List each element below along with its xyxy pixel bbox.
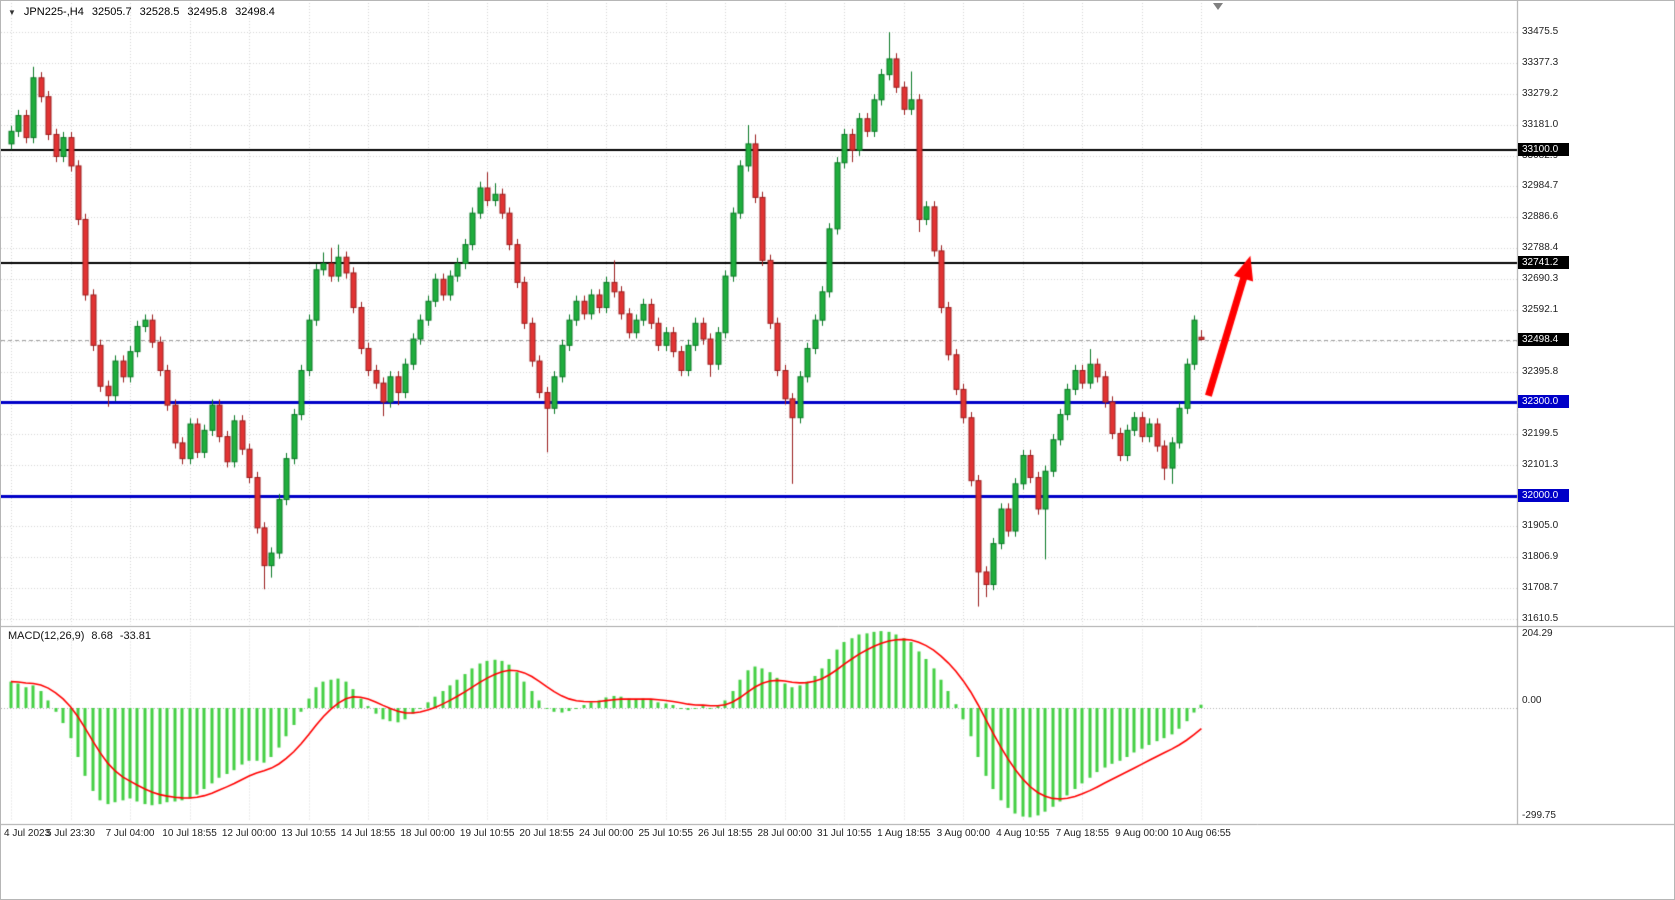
price-tick-label: 32690.3 <box>1522 273 1559 285</box>
price-tick-label: 32101.3 <box>1522 458 1559 470</box>
time-tick-label: 24 Jul 00:00 <box>578 828 634 839</box>
current-price-badge: 32498.4 <box>1518 332 1569 346</box>
macd-tick-label: -299.75 <box>1522 809 1556 821</box>
macd-tick-label: 0.00 <box>1522 695 1542 706</box>
price-tick-label: 32199.5 <box>1522 427 1559 439</box>
time-tick-label: 5 Jul 23:30 <box>46 828 95 839</box>
quote-high: 32528.5 <box>139 6 180 18</box>
price-tick-label: 32984.7 <box>1522 180 1559 192</box>
price-tick-label: 31905.0 <box>1522 520 1559 532</box>
chart-shift-marker[interactable] <box>1213 3 1223 10</box>
price-tick-label: 31708.7 <box>1522 582 1559 594</box>
time-tick-label: 12 Jul 00:00 <box>221 828 277 839</box>
price-tick-label: 31806.9 <box>1522 551 1559 563</box>
time-tick-label: 7 Aug 18:55 <box>1055 828 1110 839</box>
time-tick-label: 4 Jul 2023 <box>4 828 51 839</box>
quote-low: 32495.8 <box>187 6 228 18</box>
price-tick-label: 33475.5 <box>1522 26 1559 37</box>
time-tick-label: 31 Jul 10:55 <box>817 828 872 839</box>
price-line-badge: 32300.0 <box>1518 394 1569 408</box>
macd-main-value: 8.68 <box>91 630 113 642</box>
time-tick-label: 19 Jul 10:55 <box>459 828 515 839</box>
time-tick-label: 28 Jul 00:00 <box>757 828 813 839</box>
time-tick-label: 9 Aug 00:00 <box>1115 828 1169 839</box>
price-line-badge: 33100.0 <box>1518 143 1569 157</box>
quote-open: 32505.7 <box>91 6 132 18</box>
price-tick-label: 32788.4 <box>1522 242 1559 254</box>
time-tick-label: 4 Aug 10:55 <box>996 828 1050 839</box>
price-tick-label: 32886.6 <box>1522 211 1559 223</box>
macd-indicator-label: MACD(12,26,9) 8.68 -33.81 <box>8 630 151 642</box>
symbol-period: JPN225-,H4 <box>23 6 84 18</box>
price-tick-label: 33377.3 <box>1522 56 1559 68</box>
time-tick-label: 20 Jul 18:55 <box>519 828 574 839</box>
quote-close: 32498.4 <box>235 6 275 18</box>
macd-signal-value: -33.81 <box>119 630 152 642</box>
time-tick-label: 25 Jul 10:55 <box>638 828 693 839</box>
price-tick-label: 33279.2 <box>1522 87 1559 99</box>
time-tick-label: 14 Jul 18:55 <box>340 828 396 839</box>
time-tick-label: 7 Jul 04:00 <box>105 828 155 839</box>
time-tick-label: 10 Jul 18:55 <box>162 828 217 839</box>
price-tick-label: 32395.8 <box>1522 365 1559 377</box>
time-tick-label: 18 Jul 00:00 <box>400 828 455 839</box>
time-tick-label: 26 Jul 18:55 <box>697 828 753 839</box>
time-tick-label: 13 Jul 10:55 <box>281 828 336 839</box>
macd-name: MACD(12,26,9) <box>8 630 85 642</box>
price-tick-label: 32592.1 <box>1522 304 1559 316</box>
macd-tick-label: 204.29 <box>1522 628 1553 639</box>
price-tick-label: 33181.0 <box>1522 118 1559 130</box>
price-line-badge: 32000.0 <box>1518 489 1569 503</box>
price-tick-label: 31610.5 <box>1522 613 1559 624</box>
symbol-info: ▼ JPN225-,H4 32505.7 32528.5 32495.8 324… <box>8 6 275 18</box>
time-tick-label: 10 Aug 06:55 <box>1171 828 1231 839</box>
price-line-badge: 32741.2 <box>1518 256 1569 270</box>
time-tick-label: 1 Aug 18:55 <box>877 828 931 839</box>
time-tick-label: 3 Aug 00:00 <box>936 828 991 839</box>
tick-direction-icon: ▼ <box>8 7 16 17</box>
